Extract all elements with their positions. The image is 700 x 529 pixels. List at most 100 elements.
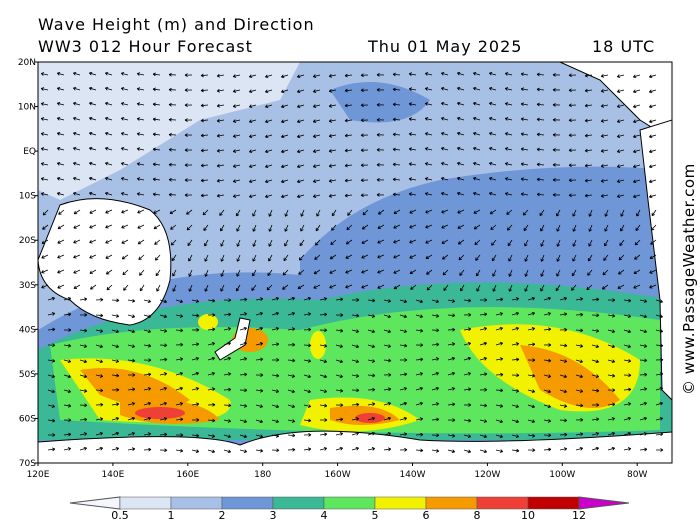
legend-label: 8 [474,509,481,522]
arrow [303,327,312,332]
arrow [172,284,177,292]
wave-zone [520,345,620,408]
arrow [188,284,193,292]
arrow [604,209,609,217]
arrow [552,147,561,152]
arrow [488,86,497,91]
arrow [655,357,664,362]
arrow [95,388,104,393]
arrow [191,356,200,361]
arrow [232,89,241,93]
arrow [399,329,408,333]
arrow [575,344,584,348]
arrow [463,403,472,407]
arrow [408,102,417,107]
arrow [476,284,481,292]
arrow [152,162,161,167]
arrow [287,327,296,332]
arrow [171,254,177,262]
arrow [137,209,145,214]
arrow [393,254,401,259]
arrow [159,314,168,319]
arrow [313,284,321,289]
arrow [623,431,632,436]
arrow [649,74,657,79]
arrow [559,389,568,394]
arrow [139,284,145,292]
arrow [41,284,49,289]
arrow [232,119,241,123]
arrow [344,193,353,198]
arrow [506,209,513,215]
arrow [184,103,193,107]
arrow [399,299,408,304]
arrow [156,284,161,292]
arrow [479,312,488,317]
arrow [265,119,273,124]
arrow [136,132,145,136]
arrow [360,163,369,168]
arrow [508,254,513,262]
arrow [457,161,465,166]
arrow [520,192,529,197]
arrow [655,448,664,452]
arrow [223,341,231,346]
arrow [415,314,424,319]
arrow [216,118,225,123]
arrow [360,118,369,123]
arrow [175,402,184,406]
time: 18 UTC [592,37,655,56]
arrow [89,191,97,196]
arrow [543,433,552,438]
arrow [170,224,177,230]
arrow [361,254,369,259]
arrow [239,403,248,408]
arrow [575,374,583,379]
arrow [632,164,641,169]
arrow [175,357,184,361]
arrow [649,254,657,260]
arrow [152,177,161,182]
arrow [543,447,552,452]
arrow [267,269,273,276]
arrow [639,416,647,421]
arrow [104,161,113,166]
latitude-label: 10N [18,103,36,113]
arrow [335,374,344,379]
arrow [591,431,600,436]
legend-swatch [425,496,478,510]
arrow [591,417,600,422]
arrow [367,416,376,421]
arrow [520,132,529,137]
arrow [447,449,456,454]
arrow [207,327,216,332]
arrow [607,388,616,392]
arrow [335,328,344,333]
arrow [559,343,568,348]
arrow [216,88,225,93]
arrow [618,254,625,261]
arrow [312,164,321,168]
arrow [425,224,433,229]
arrow [232,74,241,78]
arrow [287,311,296,316]
arrow [584,163,593,168]
arrow [63,432,72,437]
arrow [72,131,81,136]
arrow [495,372,504,377]
arrow [271,373,280,378]
arrow [143,299,152,304]
south-america [639,119,672,401]
arrow [137,239,145,245]
arrow [319,359,328,364]
australia [38,198,172,326]
arrow [376,102,385,107]
arrow [344,133,353,138]
arrow [623,416,632,421]
arrow [377,239,385,244]
arrow [200,103,209,108]
arrow [191,342,200,347]
arrow [457,176,465,181]
arrow [489,209,497,215]
arrow [511,342,520,346]
